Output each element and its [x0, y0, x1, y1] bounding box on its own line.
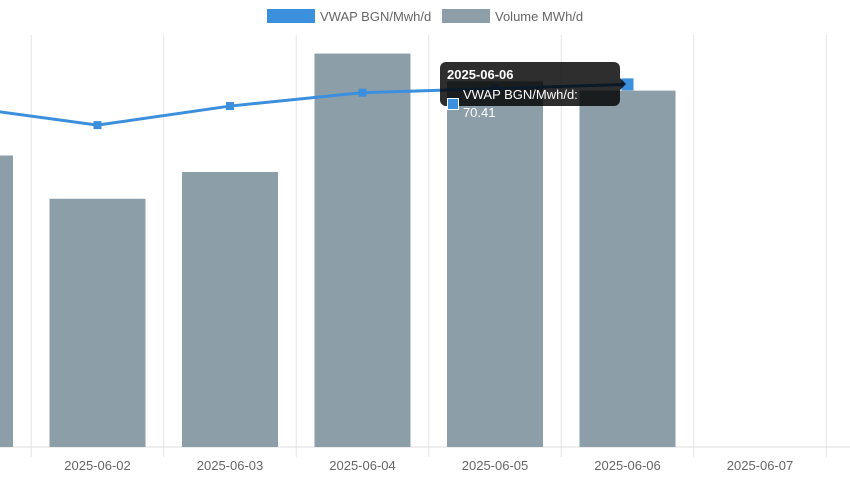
legend-label-volume[interactable]: Volume MWh/d	[495, 9, 583, 24]
tooltip-row: VWAP BGN/Mwh/d: 70.41	[447, 86, 613, 122]
vwap-point[interactable]	[226, 102, 234, 111]
x-tick-label: 2025-06-07	[727, 458, 794, 473]
legend[interactable]: VWAP BGN/Mwh/d Volume MWh/d	[267, 9, 583, 24]
x-tick-label: 2025-06-05	[462, 458, 529, 473]
tooltip: 2025-06-06 VWAP BGN/Mwh/d: 70.41	[440, 62, 626, 120]
x-tick-label: 2025-06-03	[197, 458, 264, 473]
volume-bars	[0, 53, 676, 448]
vwap-point[interactable]	[358, 88, 367, 97]
legend-swatch-volume[interactable]	[442, 9, 490, 23]
volume-bar[interactable]	[0, 155, 13, 447]
volume-bar[interactable]	[447, 81, 543, 447]
x-tick-label: 2025-06-04	[329, 458, 396, 473]
x-axis-tick-labels: 2025-06-02 2025-06-03 2025-06-04 2025-06-05…	[64, 458, 793, 473]
legend-swatch-vwap[interactable]	[267, 9, 315, 23]
volume-bar[interactable]	[49, 198, 146, 447]
x-tick-label: 2025-06-02	[64, 458, 131, 473]
tooltip-label: VWAP BGN/Mwh/d: 70.41	[462, 87, 578, 120]
volume-bar[interactable]	[182, 171, 278, 448]
volume-bar[interactable]	[579, 90, 676, 448]
tooltip-title: 2025-06-06	[447, 67, 514, 82]
x-tick-label: 2025-06-06	[594, 458, 661, 473]
legend-label-vwap[interactable]: VWAP BGN/Mwh/d	[320, 9, 431, 24]
volume-bar[interactable]	[314, 53, 411, 447]
tooltip-swatch	[447, 98, 459, 110]
vwap-point[interactable]	[93, 121, 102, 130]
